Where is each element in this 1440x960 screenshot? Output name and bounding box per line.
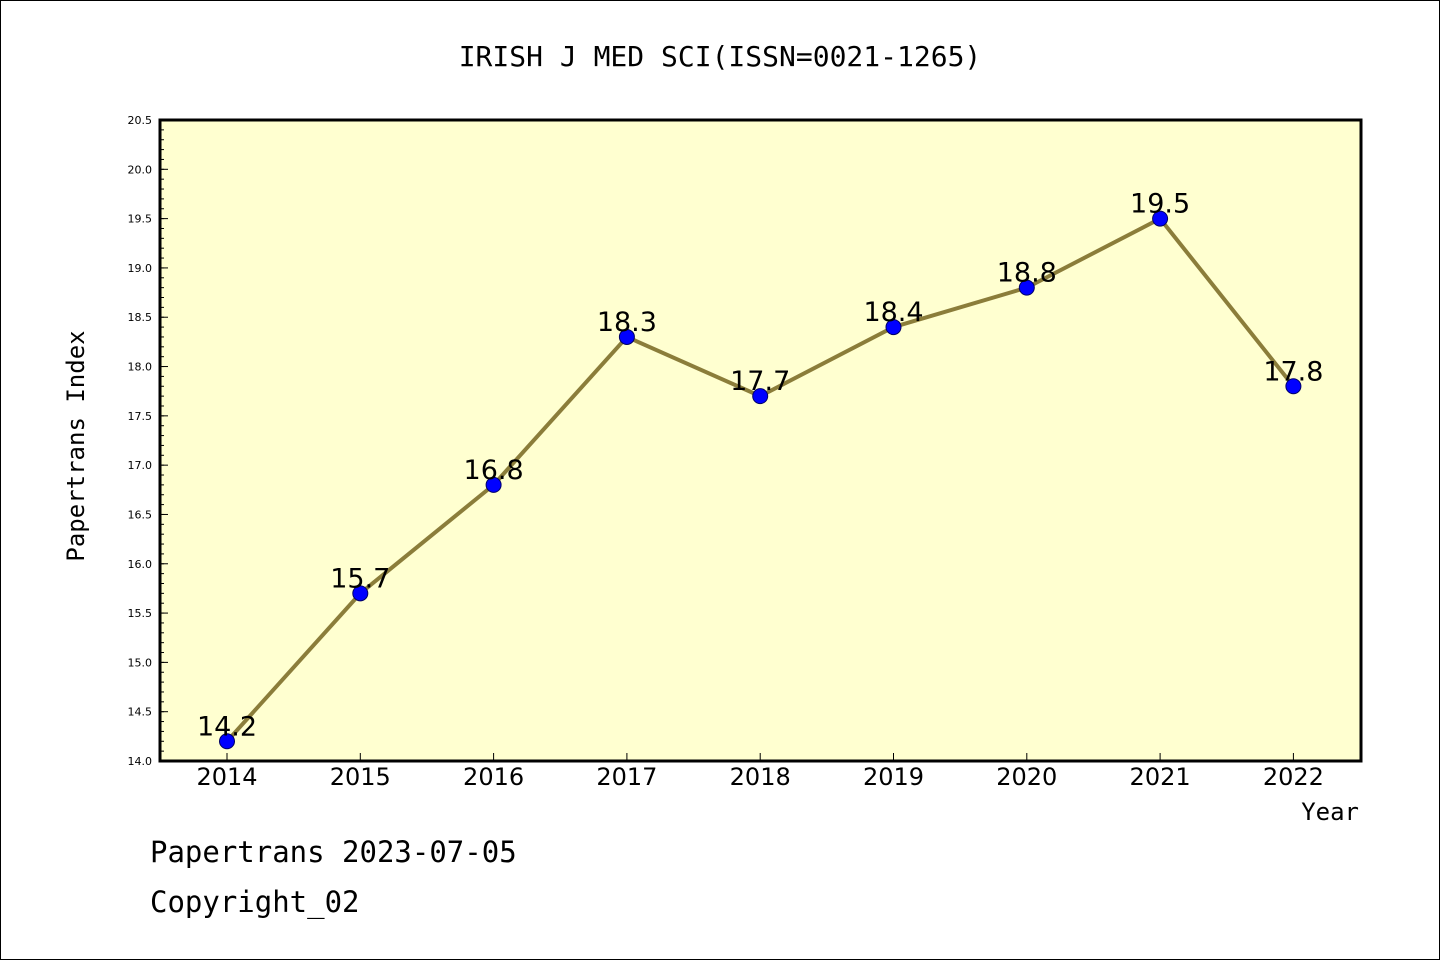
x-tick-label: 2020 [996,763,1057,791]
data-label: 18.4 [863,297,923,328]
axis-ticks: 14.0 14.5 15.0 15.5 16.0 16.5 17.0 17.5 18.0 18.5… [128,114,1324,791]
plot-border [158,118,1363,763]
data-labels: 14.2 15.7 16.8 18.3 17.7 18.4 18.8 19.5 17.8 [197,189,1324,743]
data-point [618,328,635,345]
data-point [485,476,502,493]
x-tick-label: 2022 [1263,763,1324,791]
data-label: 15.7 [330,563,390,594]
data-point [1285,378,1302,395]
y-tick-label: 17.0 [128,459,153,472]
footer-copyright: Copyright_02 [150,885,360,919]
x-axis-label: Year [1301,798,1359,826]
y-tick-label: 15.0 [128,656,153,669]
x-tick-label: 2021 [1130,763,1191,791]
y-tick-label: 20.5 [128,114,153,127]
plot-area [160,120,1361,761]
data-label: 19.5 [1130,189,1190,220]
y-tick-label: 20.0 [128,163,153,176]
y-tick-label: 15.5 [128,607,153,620]
x-tick-label: 2017 [596,763,657,791]
data-point [752,388,769,405]
data-markers [219,210,1302,750]
x-tick-label: 2018 [730,763,791,791]
y-tick-label: 14.0 [128,755,153,768]
x-tick-label: 2015 [330,763,391,791]
chart-title: IRISH J MED SCI(ISSN=0021-1265) [459,40,982,73]
y-tick-label: 18.0 [128,361,153,374]
y-tick-label: 14.5 [128,706,153,719]
x-tick-label: 2016 [463,763,524,791]
data-point [885,319,902,336]
data-point [1152,210,1169,227]
data-point [219,733,235,750]
data-label: 14.2 [197,711,257,742]
y-tick-label: 18.5 [128,311,153,324]
x-tick-label: 2019 [863,763,924,791]
data-label: 17.7 [730,366,790,397]
y-tick-label: 19.0 [128,262,153,275]
y-tick-label: 17.5 [128,410,153,423]
data-point [1018,279,1035,296]
footer-date: Papertrans 2023-07-05 [150,835,517,869]
y-axis-label: Papertrans Index [62,330,90,561]
y-tick-label: 19.5 [128,213,153,226]
y-tick-label: 16.0 [128,558,153,571]
y-tick-label: 16.5 [128,508,153,521]
data-label: 18.8 [997,258,1057,289]
x-tick-label: 2014 [196,763,257,791]
data-label: 17.8 [1263,356,1323,387]
data-point [352,585,369,602]
data-label: 18.3 [597,307,657,338]
data-label: 16.8 [464,455,524,486]
